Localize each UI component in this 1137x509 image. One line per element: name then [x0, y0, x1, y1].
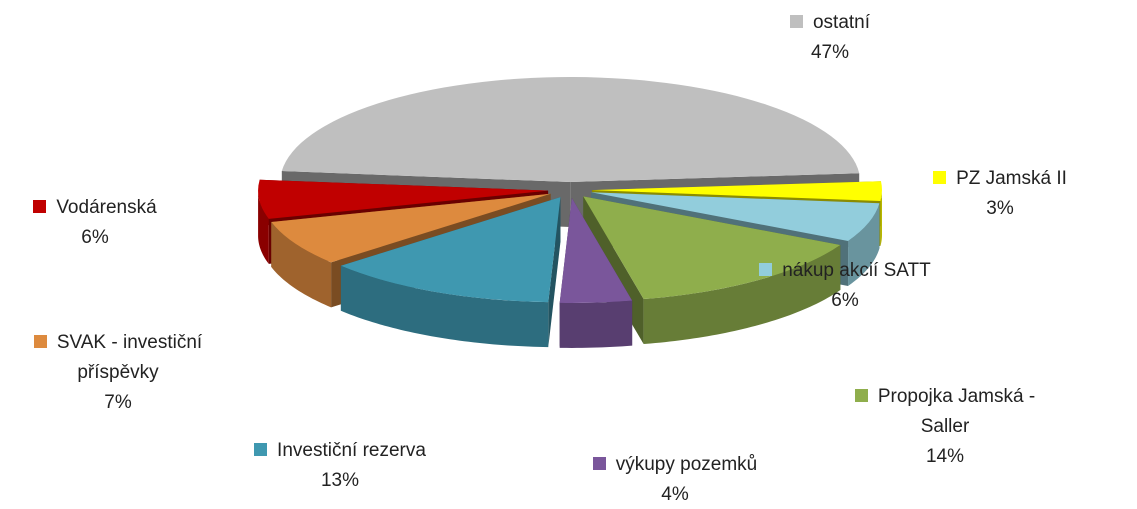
label-value: 6%	[81, 227, 109, 248]
label-name-line: PZ Jamská II	[900, 164, 1100, 194]
slice	[559, 197, 633, 348]
label-swatch	[33, 200, 47, 213]
slice-wall	[643, 244, 841, 345]
slice-wall	[559, 300, 633, 348]
label-value: 13%	[320, 470, 360, 491]
label-name: Propojka Jamská - Saller	[877, 386, 1036, 437]
label-name-line: Vodárenská	[0, 193, 190, 223]
slice-top	[591, 192, 880, 241]
label-name: SVAK - investiční příspěvky	[56, 332, 203, 383]
label-swatch	[933, 171, 947, 184]
data-label: SVAK - investiční příspěvky 7%	[3, 328, 233, 418]
label-name-line: výkupy pozemků	[545, 450, 805, 480]
data-label: výkupy pozemků 4%	[545, 450, 805, 509]
slice-wall	[848, 203, 880, 286]
label-name: výkupy pozemků	[615, 454, 758, 475]
label-name-line: Investiční rezerva	[210, 436, 470, 466]
label-name: Investiční rezerva	[277, 440, 426, 461]
slice-wall	[340, 265, 549, 348]
label-swatch	[789, 15, 803, 28]
label-name: Vodárenská	[56, 197, 157, 218]
label-value: 7%	[104, 392, 132, 413]
label-swatch	[759, 263, 773, 276]
label-name-line: ostatní	[730, 8, 930, 38]
label-name-line: Propojka Jamská - Saller	[838, 382, 1053, 442]
data-label: ostatní 47%	[730, 8, 930, 68]
slice-wall	[880, 190, 882, 247]
slice-top	[583, 196, 841, 300]
slice-top	[340, 197, 561, 303]
slice-top	[271, 193, 551, 263]
label-swatch	[592, 457, 606, 470]
label-value: 47%	[810, 42, 850, 63]
data-label: PZ Jamská II 3%	[900, 164, 1100, 224]
label-name: PZ Jamská II	[956, 168, 1067, 189]
label-name: nákup akcií SATT	[782, 260, 931, 281]
label-value: 6%	[831, 290, 859, 311]
label-value: 3%	[986, 198, 1014, 219]
data-label: Vodárenská 6%	[0, 193, 190, 253]
label-name-line: SVAK - investiční příspěvky	[3, 328, 233, 388]
label-name-line: nákup akcií SATT	[715, 256, 975, 286]
slice-wall	[271, 222, 332, 308]
slice-top	[258, 179, 549, 219]
label-value: 14%	[925, 446, 965, 467]
slice	[340, 197, 561, 348]
slice-top	[281, 77, 860, 183]
data-label: Propojka Jamská - Saller 14%	[838, 382, 1053, 472]
slice-top	[559, 197, 633, 303]
slice-wall	[258, 191, 269, 264]
slice-top	[591, 181, 882, 202]
label-value: 4%	[661, 484, 689, 505]
data-label: nákup akcií SATT 6%	[715, 256, 975, 316]
label-swatch	[33, 335, 47, 348]
label-name: ostatní	[812, 12, 871, 33]
data-label: Investiční rezerva 13%	[210, 436, 470, 496]
label-swatch	[854, 389, 868, 402]
label-swatch	[254, 443, 268, 456]
